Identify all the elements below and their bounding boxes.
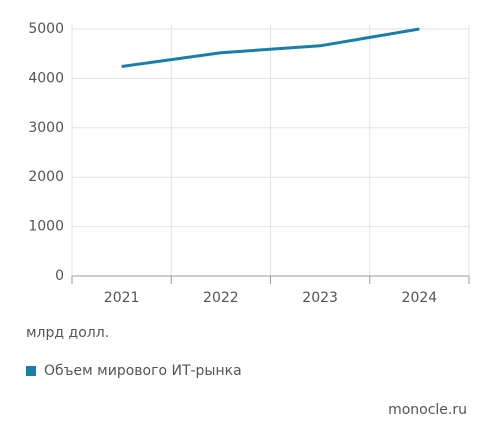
y-tick-label: 4000	[28, 70, 64, 86]
legend-swatch	[26, 366, 36, 376]
legend-label: Объем мирового ИТ-рынка	[44, 363, 242, 379]
x-tick-label: 2023	[302, 290, 338, 306]
source: monocle.ru	[388, 402, 467, 418]
y-tick-label: 2000	[28, 169, 64, 185]
y-tick-label: 1000	[28, 219, 64, 235]
x-tick-label: 2022	[203, 290, 239, 306]
unit-label: млрд долл.	[26, 325, 109, 341]
y-tick-label: 5000	[28, 21, 64, 37]
line-series	[121, 27, 420, 69]
x-tick-label: 2024	[402, 290, 438, 306]
y-tick-label: 3000	[28, 120, 64, 136]
y-tick-label: 0	[55, 268, 64, 284]
x-tick-label: 2021	[104, 290, 140, 306]
